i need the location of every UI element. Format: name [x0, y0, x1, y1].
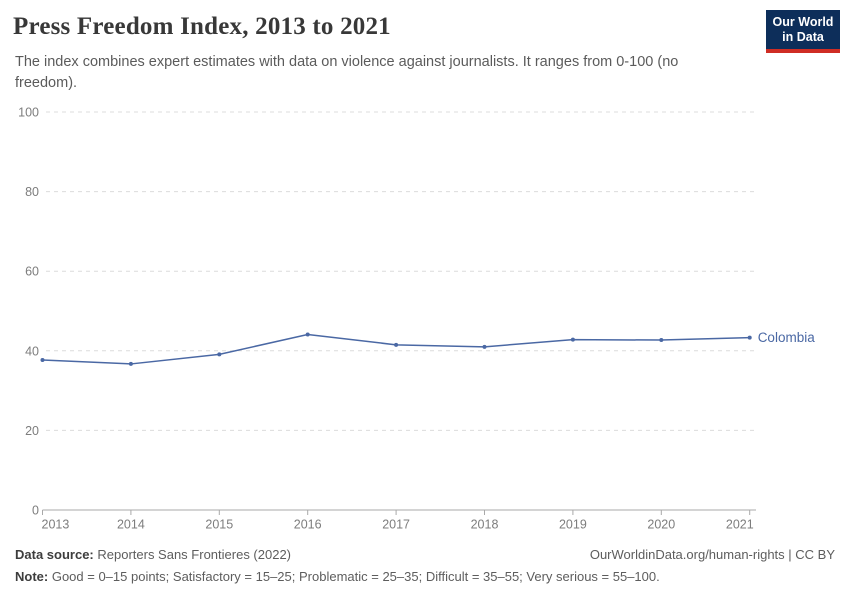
x-axis-tick-label: 2018: [471, 518, 499, 532]
owid-logo-line2: in Data: [782, 30, 824, 44]
data-point[interactable]: [570, 337, 575, 342]
y-axis-tick-label: 0: [32, 504, 39, 518]
data-point[interactable]: [394, 342, 399, 347]
page-title: Press Freedom Index, 2013 to 2021: [13, 13, 391, 40]
data-source-label: Data source:: [15, 547, 94, 562]
x-axis-tick-label: 2017: [382, 518, 410, 532]
line-series[interactable]: [41, 333, 751, 365]
chart-svg: 0 20 40 60 80 100 2013 2014 2015 2016 2017 2018 2019…: [18, 106, 816, 532]
y-axis-tick-label: 80: [25, 185, 39, 199]
data-point[interactable]: [128, 361, 133, 366]
x-axis-tick-label: 2014: [117, 518, 145, 532]
x-axis-tick-label: 2013: [42, 518, 70, 532]
y-axis-tick-label: 100: [18, 106, 39, 120]
data-point[interactable]: [217, 352, 222, 357]
data-point[interactable]: [747, 335, 752, 340]
owid-logo-line1: Our World: [772, 15, 834, 29]
chart-subtitle: The index combines expert estimates with…: [15, 54, 679, 91]
y-axis-tick-label: 20: [25, 424, 39, 438]
data-point[interactable]: [482, 344, 487, 349]
chart-footer: Data source: Reporters Sans Frontieres (…: [15, 547, 835, 584]
x-axis-tick-label: 2015: [205, 518, 233, 532]
series-label[interactable]: Colombia: [758, 330, 816, 345]
data-point[interactable]: [40, 357, 45, 362]
y-axis-tick-label: 60: [25, 265, 39, 279]
x-axis-tick-label: 2019: [559, 518, 587, 532]
note-value: Good = 0–15 points; Satisfactory = 15–25…: [48, 569, 660, 584]
note-label: Note:: [15, 569, 49, 584]
x-axis-tick-label: 2016: [294, 518, 322, 532]
x-axis-tick-label: 2021: [726, 518, 754, 532]
data-source: Data source: Reporters Sans Frontieres (…: [15, 547, 291, 562]
data-point[interactable]: [659, 338, 664, 343]
owid-url-link[interactable]: OurWorldinData.org/human-rights | CC BY: [589, 547, 835, 562]
chart-note: Note: Good = 0–15 points; Satisfactory =…: [15, 569, 660, 584]
data-point[interactable]: [305, 332, 310, 337]
data-source-value: Reporters Sans Frontieres (2022): [93, 547, 292, 562]
line-chart: 0 20 40 60 80 100 2013 2014 2015 2016 2017 2018 2019…: [0, 95, 850, 545]
y-axis-tick-label: 40: [25, 344, 39, 358]
owid-logo[interactable]: Our World in Data: [766, 10, 840, 53]
x-axis-tick-label: 2020: [647, 518, 675, 532]
